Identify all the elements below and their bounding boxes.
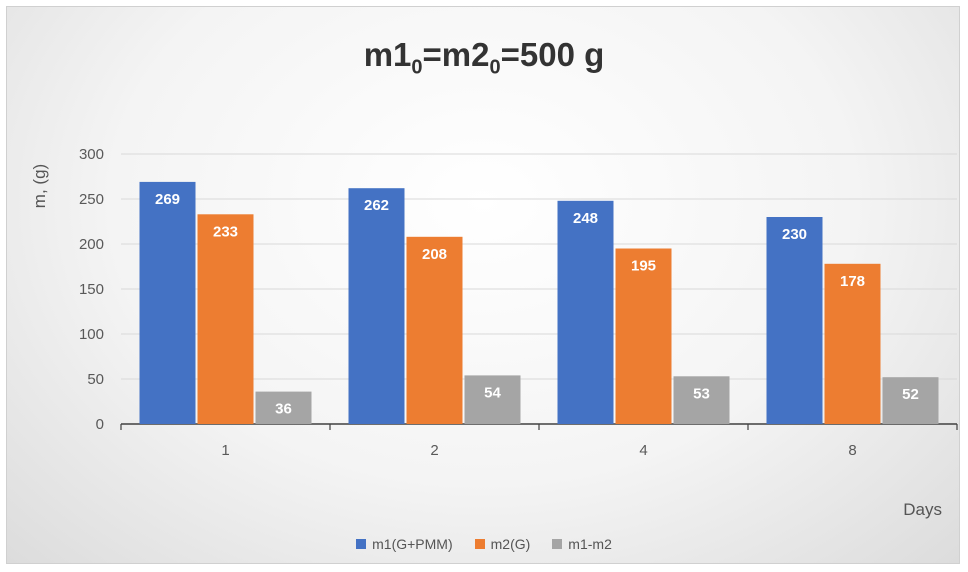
data-label: 178 — [840, 273, 865, 290]
bar-m2-g- — [824, 263, 881, 424]
y-tick-label: 300 — [79, 146, 104, 163]
bar-m1-g-pmm- — [766, 217, 823, 424]
x-axis-title: Days — [903, 500, 942, 519]
bar-m2-g- — [197, 214, 254, 424]
bar-m2-g- — [615, 248, 672, 424]
bar-m1-m2 — [255, 391, 312, 424]
legend-item: m2(G) — [474, 536, 531, 552]
data-label: 262 — [364, 197, 389, 214]
chart-title-subscript-2: 0 — [489, 56, 501, 79]
data-label: 54 — [484, 384, 501, 401]
legend-swatch — [356, 539, 367, 549]
bar-m1-g-pmm- — [139, 181, 196, 424]
y-tick-label: 150 — [79, 281, 104, 298]
bar-m1-g-pmm- — [557, 200, 614, 424]
data-label: 208 — [422, 246, 447, 263]
bar-m2-g- — [406, 236, 463, 424]
chart-title: m10=m20=500 g — [0, 36, 968, 80]
legend-label: m1-m2 — [568, 536, 612, 552]
y-tick-label: 250 — [79, 191, 104, 208]
legend: m1(G+PMM) m2(G) m1-m2 — [0, 536, 968, 552]
data-label: 269 — [155, 191, 180, 208]
x-tick-label: 1 — [221, 442, 229, 459]
data-label: 233 — [213, 223, 238, 240]
data-label: 36 — [275, 401, 292, 418]
legend-swatch — [552, 539, 563, 549]
legend-item: m1(G+PMM) — [356, 536, 453, 552]
y-tick-label: 0 — [96, 416, 104, 433]
bar-m1-m2 — [882, 377, 939, 424]
y-tick-label: 200 — [79, 236, 104, 253]
bar-m1-m2 — [464, 375, 521, 424]
chart-title-main: m1 — [363, 36, 412, 73]
data-label: 53 — [693, 385, 710, 402]
x-tick-label: 4 — [639, 442, 647, 459]
y-tick-label: 50 — [87, 371, 104, 388]
chart-title-end: =500 g — [500, 36, 605, 73]
legend-label: m2(G) — [490, 536, 531, 552]
data-label: 248 — [573, 210, 598, 227]
x-tick-label: 8 — [848, 442, 856, 459]
legend-swatch — [474, 539, 485, 549]
bar-m1-g-pmm- — [348, 188, 405, 424]
data-label: 230 — [782, 226, 807, 243]
chart-title-mid: =m2 — [422, 36, 490, 73]
legend-label: m1(G+PMM) — [372, 536, 453, 552]
data-label: 195 — [631, 258, 656, 275]
data-label: 52 — [902, 386, 919, 403]
y-tick-label: 100 — [79, 326, 104, 343]
chart-title-subscript-1: 0 — [411, 56, 423, 79]
legend-item: m1-m2 — [552, 536, 612, 552]
bar-m1-m2 — [673, 376, 730, 424]
x-tick-label: 2 — [430, 442, 438, 459]
